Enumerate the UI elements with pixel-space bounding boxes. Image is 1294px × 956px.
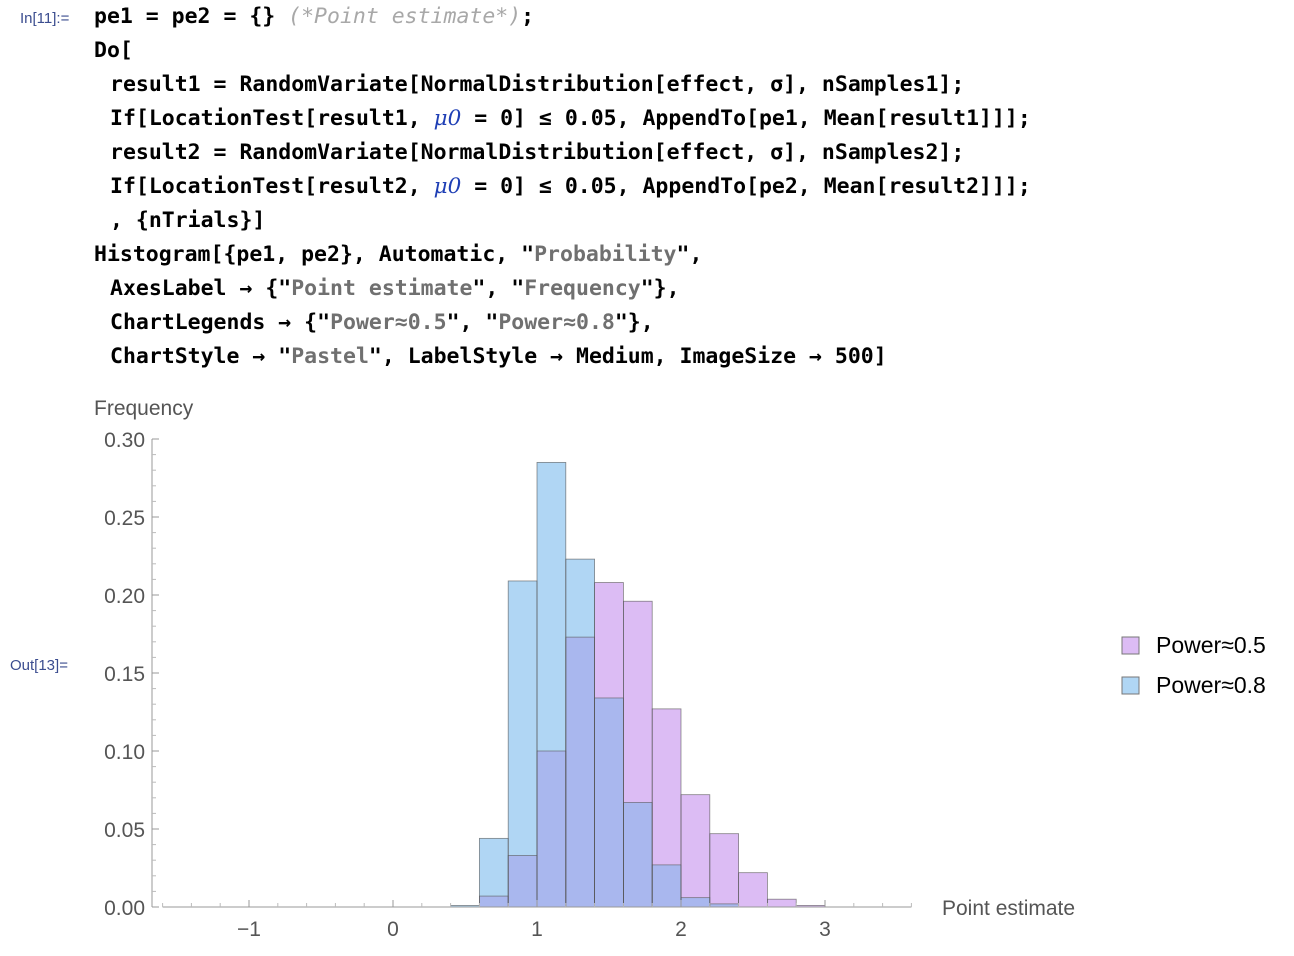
code-line-8: Histogram[{pe1, pe2}, Automatic, "Probab… xyxy=(94,242,703,267)
x-tick-label-3: 2 xyxy=(675,918,687,941)
bar-excess-10 xyxy=(738,872,768,907)
y-axis-label: Frequency xyxy=(94,397,194,420)
code-line-4: If[LocationTest[result1, μ0 = 0] ≤ 0.05,… xyxy=(110,106,1031,131)
code-input-cell[interactable]: pe1 = pe2 = {} (*Point estimate*); Do[ r… xyxy=(94,0,1031,374)
x-tick-label-1: 0 xyxy=(387,918,399,941)
code-line-9: AxesLabel → {"Point estimate", "Frequenc… xyxy=(110,276,680,301)
legend-swatch-1 xyxy=(1121,676,1140,695)
y-tick-label-6: 0.30 xyxy=(104,429,145,452)
bar-overlap-7 xyxy=(652,864,681,907)
bar-excess-0 xyxy=(450,905,480,907)
bar-overlap-5 xyxy=(594,697,624,907)
code-line-1: pe1 = pe2 = {} (*Point estimate*); xyxy=(94,4,535,29)
bar-overlap-2 xyxy=(508,855,537,907)
bar-excess-3 xyxy=(537,462,566,751)
legend-label-1: Power≈0.8 xyxy=(1156,672,1266,698)
output-cell-label: Out[13]= xyxy=(10,657,68,674)
code-line-7: , {nTrials}] xyxy=(110,208,266,233)
bar-excess-5 xyxy=(594,582,624,698)
y-tick-label-0: 0.00 xyxy=(104,897,145,920)
y-tick-label-3: 0.15 xyxy=(104,663,145,686)
code-line-10: ChartLegends → {"Power≈0.5", "Power≈0.8"… xyxy=(110,310,654,335)
y-tick-label-2: 0.10 xyxy=(104,741,145,764)
code-line-6: If[LocationTest[result2, μ0 = 0] ≤ 0.05,… xyxy=(110,174,1031,199)
bar-excess-4 xyxy=(565,559,595,638)
bar-overlap-6 xyxy=(623,802,653,907)
legend-label-0: Power≈0.5 xyxy=(1156,632,1266,658)
x-tick-label-2: 1 xyxy=(531,918,543,941)
bar-excess-1 xyxy=(479,838,509,897)
y-tick-label-1: 0.05 xyxy=(104,819,145,842)
bar-excess-11 xyxy=(767,899,797,907)
x-axis-label: Point estimate xyxy=(942,897,1075,920)
bar-excess-12 xyxy=(796,905,825,907)
bar-overlap-4 xyxy=(565,637,595,907)
bar-overlap-9 xyxy=(709,903,739,907)
legend-swatch-0 xyxy=(1121,636,1140,655)
x-tick-label-0: −1 xyxy=(237,918,261,941)
code-line-11: ChartStyle → "Pastel", LabelStyle → Medi… xyxy=(110,344,887,369)
x-tick-label-4: 3 xyxy=(819,918,831,941)
code-line-5: result2 = RandomVariate[NormalDistributi… xyxy=(110,140,965,165)
bar-excess-9 xyxy=(709,833,739,904)
input-cell-label: In[11]:= xyxy=(20,10,70,27)
y-tick-label-5: 0.25 xyxy=(104,507,145,530)
bar-overlap-1 xyxy=(479,896,509,907)
bar-overlap-3 xyxy=(537,751,566,907)
bar-excess-2 xyxy=(508,580,537,856)
code-line-2: Do[ xyxy=(94,38,133,63)
bar-excess-6 xyxy=(623,601,653,803)
y-tick-label-4: 0.20 xyxy=(104,585,145,608)
code-line-3: result1 = RandomVariate[NormalDistributi… xyxy=(110,72,965,97)
bar-overlap-8 xyxy=(681,897,710,907)
bar-excess-7 xyxy=(652,708,681,865)
bar-excess-8 xyxy=(681,794,710,898)
